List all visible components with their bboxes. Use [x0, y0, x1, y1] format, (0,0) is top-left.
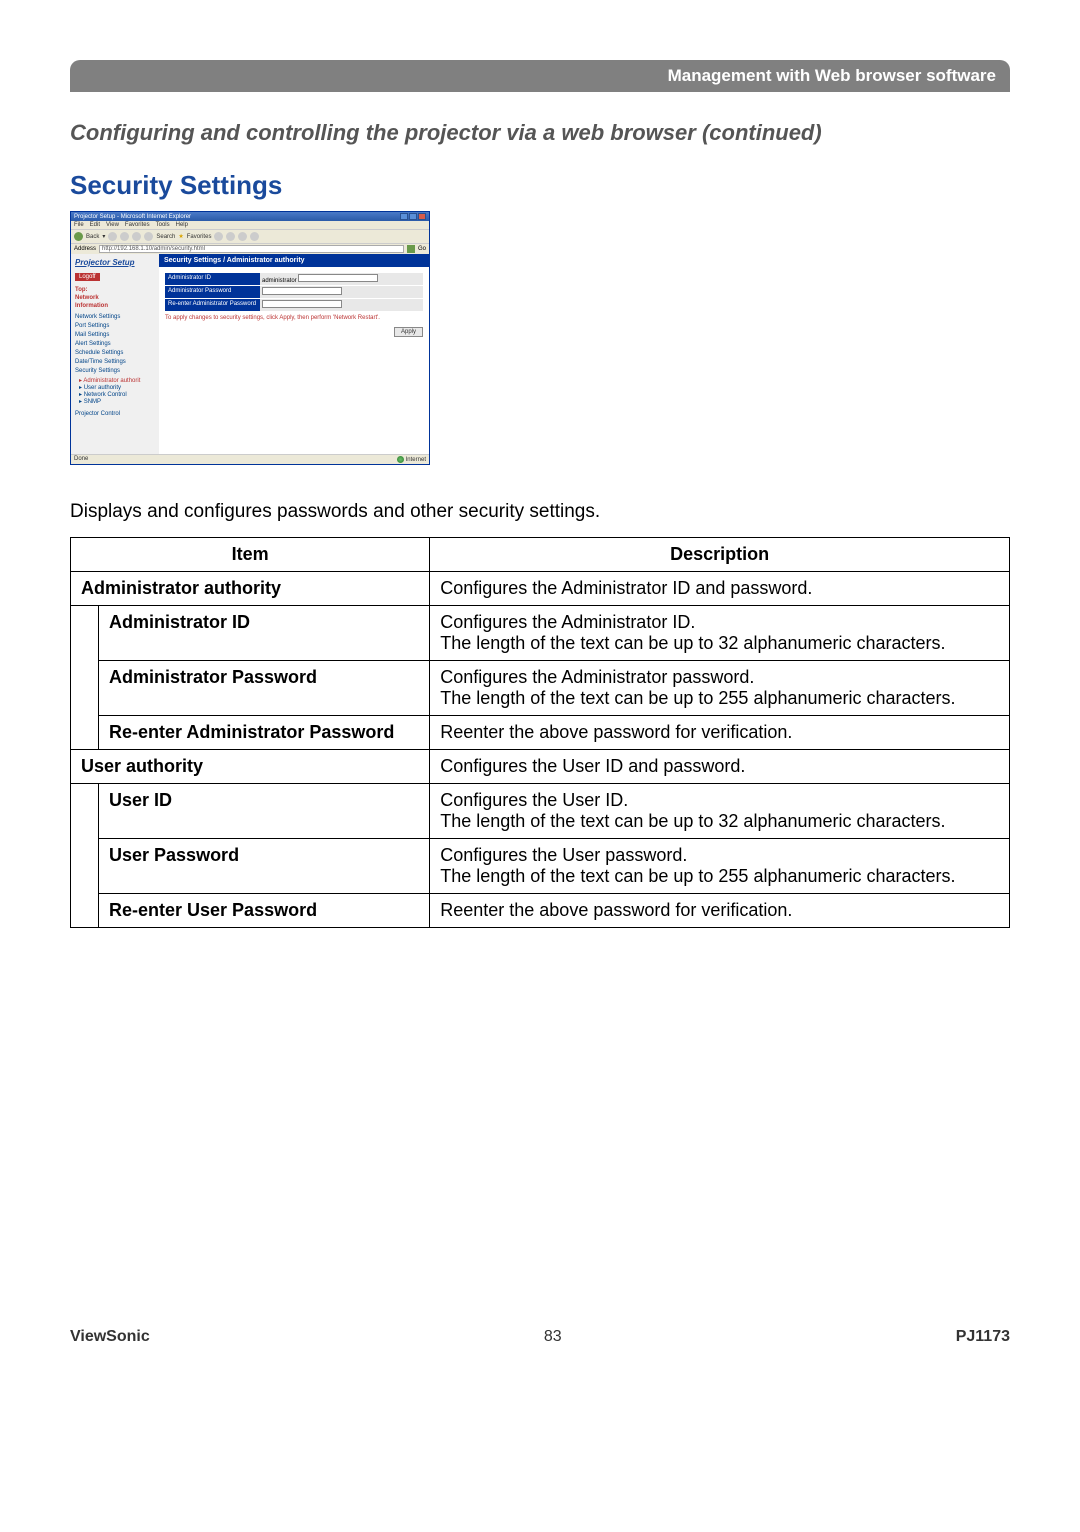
indent-cell: [71, 606, 99, 750]
minimize-icon: [400, 213, 408, 220]
refresh-icon: [132, 232, 141, 241]
nav-network: Network: [75, 295, 155, 303]
row-user-id-item: User ID: [99, 784, 430, 839]
back-label: Back: [86, 234, 99, 240]
address-label: Address: [74, 246, 96, 252]
forward-icon: [108, 232, 117, 241]
side-alert-settings: Alert Settings: [75, 341, 155, 347]
maximize-icon: [409, 213, 417, 220]
th-description: Description: [430, 538, 1010, 572]
print-icon: [250, 232, 259, 241]
internet-icon: [397, 456, 404, 463]
projector-sidebar: Projector Setup Logoff Top: Network Info…: [71, 254, 159, 454]
page-subtitle: Configuring and controlling the projecto…: [70, 120, 1010, 146]
row-admin-id-item: Administrator ID: [99, 606, 430, 661]
row-admin-pw2-label: Re-enter Administrator Password: [165, 299, 260, 311]
side-schedule-settings: Schedule Settings: [75, 350, 155, 356]
footer-right: PJ1173: [956, 1328, 1010, 1346]
intro-text: Displays and configures passwords and ot…: [70, 501, 1010, 523]
row-admin-id-label: Administrator ID: [165, 273, 260, 285]
side-security-settings: Security Settings: [75, 368, 155, 374]
admin-pw2-input: [262, 300, 342, 308]
side-sub-admin: ▸ Administrator authorit: [79, 377, 155, 384]
menu-favorites: Favorites: [125, 222, 150, 228]
row-admin-pw-desc: Configures the Administrator password. T…: [430, 661, 1010, 716]
ie-titlebar: Projector Setup - Microsoft Internet Exp…: [71, 212, 429, 221]
ie-toolbar: Back ▾ Search ★ Favorites: [71, 229, 429, 243]
row-user-pw2-desc: Reenter the above password for verificat…: [430, 894, 1010, 928]
ie-menubar: File Edit View Favorites Tools Help: [71, 221, 429, 229]
go-icon: [407, 245, 415, 253]
row-admin-pw2-desc: Reenter the above password for verificat…: [430, 716, 1010, 750]
menu-file: File: [74, 222, 84, 228]
go-label: Go: [418, 246, 426, 252]
footer-left: ViewSonic: [70, 1328, 150, 1346]
menu-view: View: [106, 222, 119, 228]
side-projector-control: Projector Control: [75, 411, 155, 417]
ie-body: Projector Setup Logoff Top: Network Info…: [71, 254, 429, 454]
address-value: http://192.168.1.10/admin/security.html: [99, 245, 404, 253]
bullet-icon: ▾: [102, 233, 105, 240]
th-item: Item: [71, 538, 430, 572]
nav-information: Information: [75, 303, 155, 311]
apply-note: To apply changes to security settings, c…: [165, 315, 423, 321]
admin-pw-input: [262, 287, 342, 295]
side-sub-snmp: ▸ SNMP: [79, 398, 155, 405]
row-user-id-desc: Configures the User ID. The length of th…: [430, 784, 1010, 839]
media-icon: [214, 232, 223, 241]
menu-help: Help: [176, 222, 188, 228]
ie-address-bar: Address http://192.168.1.10/admin/securi…: [71, 243, 429, 254]
row-user-auth-item: User authority: [71, 750, 430, 784]
menu-edit: Edit: [90, 222, 100, 228]
row-admin-auth-desc: Configures the Administrator ID and pass…: [430, 572, 1010, 606]
ie-statusbar: Done Internet: [71, 454, 429, 464]
home-icon: [144, 232, 153, 241]
close-icon: [418, 213, 426, 220]
nav-top: Top:: [75, 287, 155, 295]
back-icon: [74, 232, 83, 241]
status-internet: Internet: [406, 457, 426, 463]
row-user-pw2-item: Re-enter User Password: [99, 894, 430, 928]
indent-cell-2: [71, 784, 99, 928]
row-admin-auth-item: Administrator authority: [71, 572, 430, 606]
footer-page-number: 83: [544, 1328, 562, 1346]
sidebar-top-nav: Top: Network Information: [75, 287, 155, 310]
mail-icon: [238, 232, 247, 241]
admin-id-input: [298, 274, 378, 282]
ie-window-title: Projector Setup - Microsoft Internet Exp…: [74, 214, 191, 220]
status-done: Done: [74, 456, 88, 463]
ie-screenshot: Projector Setup - Microsoft Internet Exp…: [70, 211, 430, 465]
search-label: Search: [156, 234, 175, 240]
panel-form: Administrator ID administrator Administr…: [159, 267, 429, 343]
row-admin-pw-label: Administrator Password: [165, 286, 260, 298]
projector-logo: Projector Setup: [75, 258, 155, 267]
stop-icon: [120, 232, 129, 241]
side-port-settings: Port Settings: [75, 323, 155, 329]
settings-table: Item Description Administrator authority…: [70, 537, 1010, 928]
row-admin-pw2-item: Re-enter Administrator Password: [99, 716, 430, 750]
side-mail-settings: Mail Settings: [75, 332, 155, 338]
side-sub-netcontrol: ▸ Network Control: [79, 391, 155, 398]
history-icon: [226, 232, 235, 241]
side-network-settings: Network Settings: [75, 314, 155, 320]
favorites-label: Favorites: [187, 234, 212, 240]
panel-heading: Security Settings / Administrator author…: [159, 254, 429, 267]
apply-button: Apply: [394, 327, 423, 337]
section-heading: Security Settings: [70, 170, 1010, 201]
row-user-pw-desc: Configures the User password. The length…: [430, 839, 1010, 894]
logoff-button: Logoff: [75, 273, 100, 281]
page-header-bar: Management with Web browser software: [70, 60, 1010, 92]
side-datetime-settings: Date/Time Settings: [75, 359, 155, 365]
window-buttons: [400, 213, 426, 220]
row-admin-id-value: administrator: [262, 278, 297, 284]
row-user-auth-desc: Configures the User ID and password.: [430, 750, 1010, 784]
row-admin-pw-item: Administrator Password: [99, 661, 430, 716]
row-user-pw-item: User Password: [99, 839, 430, 894]
menu-tools: Tools: [156, 222, 170, 228]
page-footer: ViewSonic 83 PJ1173: [70, 1328, 1010, 1346]
side-sub-user: ▸ User authority: [79, 384, 155, 391]
projector-main-panel: Security Settings / Administrator author…: [159, 254, 429, 454]
favorites-star-icon: ★: [178, 233, 183, 240]
row-admin-id-desc: Configures the Administrator ID. The len…: [430, 606, 1010, 661]
